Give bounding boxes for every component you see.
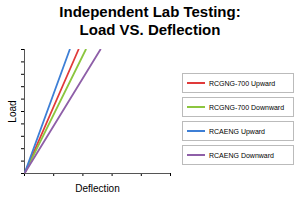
svg-text:Load: Load: [7, 100, 18, 122]
svg-text:Deflection: Deflection: [75, 183, 119, 194]
html-text:RCGNG-700 Downward: RCGNG-700 Downward: [209, 103, 285, 111]
html-text:Independent Lab Testing: Load: Independent Lab Testing: Load VS. Deflec…: [59, 3, 241, 38]
html-text:RCAENG Downward: RCAENG Downward: [209, 151, 274, 159]
html-text:RCGNG-700 Upward: RCGNG-700 Upward: [209, 79, 276, 87]
html-text:RCAENG Upward: RCAENG Upward: [209, 127, 265, 135]
